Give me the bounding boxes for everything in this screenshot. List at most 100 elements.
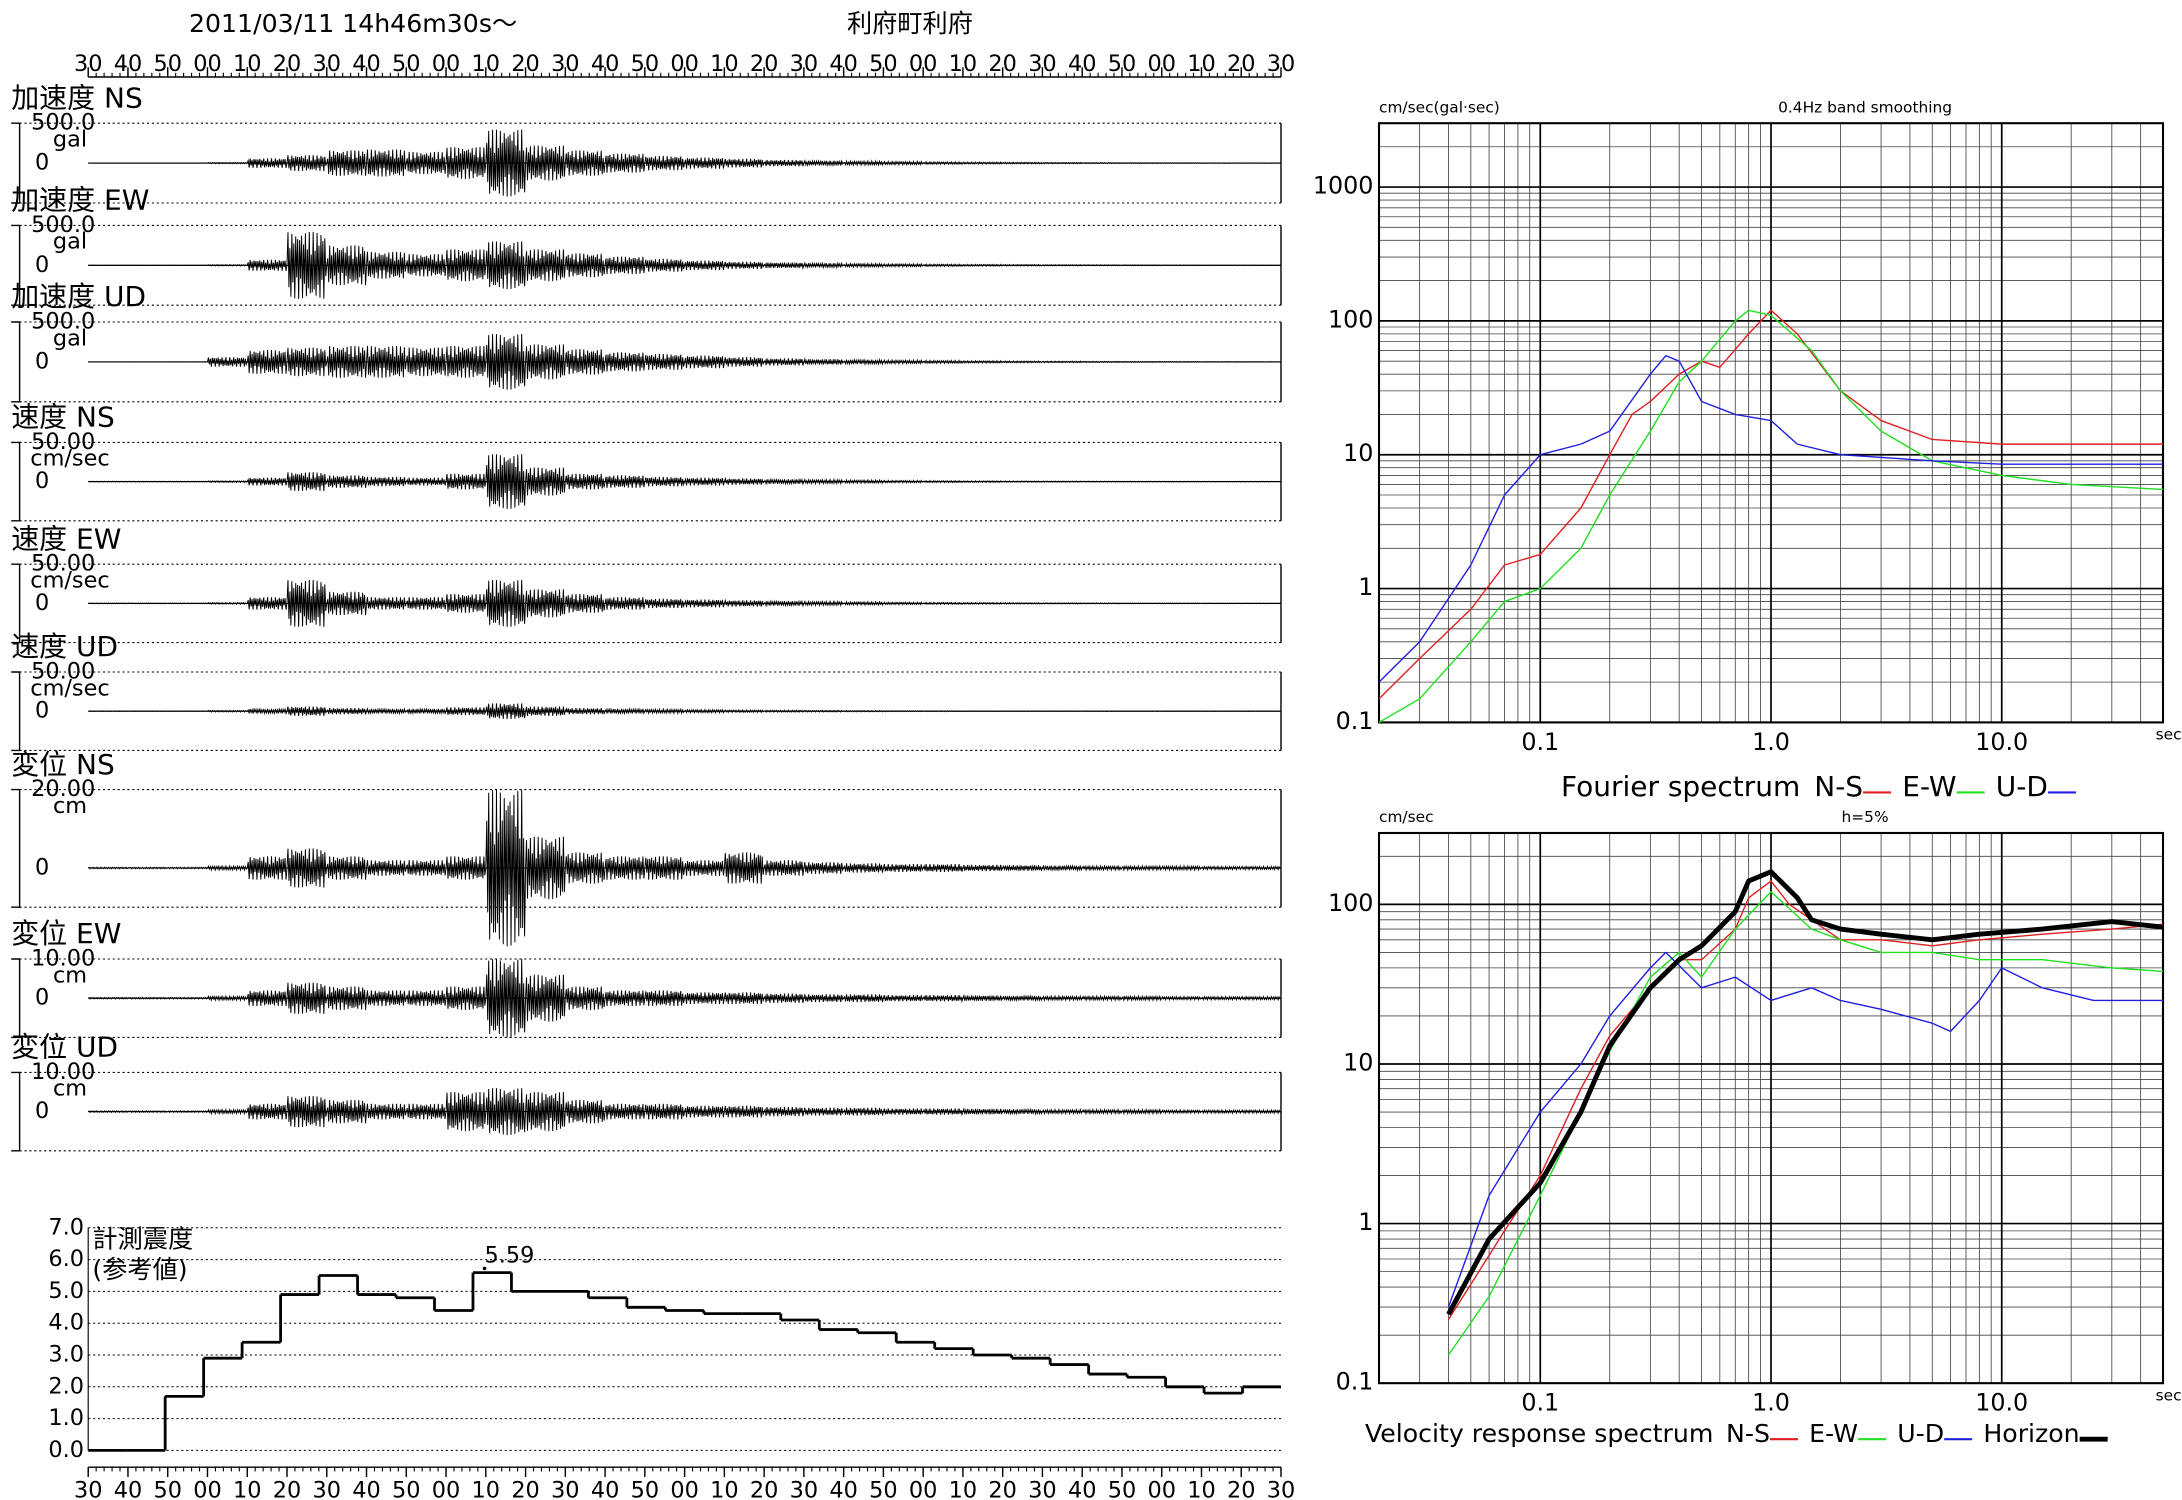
scale-label: 500.0 bbox=[31, 110, 95, 136]
time-tick-label: 40 bbox=[1068, 51, 1096, 77]
waveform-segment bbox=[684, 599, 725, 608]
scale-label: 0 bbox=[35, 1098, 49, 1124]
waveform-segment bbox=[962, 710, 1003, 713]
waveform-segment bbox=[644, 598, 686, 609]
waveform-segment bbox=[962, 601, 1003, 606]
time-tick-label: 40 bbox=[829, 51, 857, 77]
waveform-segment bbox=[684, 260, 725, 271]
spectrum-line bbox=[1378, 354, 2163, 683]
waveform-segment bbox=[723, 476, 765, 485]
waveform-segment bbox=[1121, 264, 1162, 267]
waveform-segment bbox=[1240, 1108, 1282, 1115]
legend-title: Velocity response spectrum bbox=[1365, 1419, 1713, 1448]
waveform-segment bbox=[962, 864, 1004, 872]
waveform-segment bbox=[207, 357, 248, 367]
waveform-segment bbox=[882, 358, 924, 366]
waveform-segment bbox=[167, 996, 208, 1000]
y-tick-label: 1000 bbox=[1313, 172, 1374, 200]
time-tick-label: 10 bbox=[710, 1477, 738, 1500]
waveform-segment bbox=[405, 1103, 447, 1120]
time-tick-label: 40 bbox=[1068, 1477, 1096, 1500]
y-tick-label: 10 bbox=[1343, 1048, 1373, 1076]
record-title: 2011/03/11 14h46m30s〜 bbox=[189, 9, 517, 38]
time-tick-label: 20 bbox=[750, 51, 778, 77]
waveform-segment bbox=[922, 601, 964, 606]
waveform-segment bbox=[286, 982, 328, 1014]
trace-name: 変位 EW bbox=[11, 917, 121, 950]
waveform-segment bbox=[882, 994, 924, 1002]
waveform-segment bbox=[366, 149, 407, 177]
waveform-segment bbox=[803, 158, 844, 168]
waveform-segment bbox=[803, 862, 845, 874]
time-tick-label: 30 bbox=[74, 51, 102, 77]
waveform-segment bbox=[1161, 864, 1202, 872]
waveform-segment bbox=[326, 345, 368, 378]
waveform-segment bbox=[445, 473, 487, 490]
plot-frame bbox=[1377, 831, 2165, 1385]
waveform-segment bbox=[127, 866, 168, 870]
waveform-segment bbox=[684, 1105, 725, 1118]
legend-label: E-W bbox=[1902, 770, 1956, 803]
waveform-segment bbox=[525, 974, 566, 1022]
waveform-segment bbox=[723, 1105, 765, 1118]
waveform-segment bbox=[564, 986, 606, 1010]
waveform-segment bbox=[684, 157, 725, 169]
waveform-segment bbox=[723, 992, 765, 1005]
waveform-segment bbox=[843, 709, 884, 713]
trace-bracket bbox=[11, 122, 21, 204]
waveform-segment bbox=[922, 994, 964, 1003]
waveform-segment bbox=[962, 993, 1004, 1002]
waveform-segment bbox=[564, 1099, 606, 1124]
x-tick-label: 1.0 bbox=[1752, 1389, 1790, 1417]
waveform-segment bbox=[326, 1099, 368, 1124]
waveform-segment bbox=[1121, 360, 1162, 364]
time-tick-label: 50 bbox=[1108, 1477, 1136, 1500]
waveform-segment bbox=[803, 357, 844, 366]
waveform-segment bbox=[525, 344, 566, 380]
spectrum-line bbox=[1378, 309, 2163, 700]
waveform-segment bbox=[1082, 602, 1123, 605]
waveform-segment bbox=[604, 707, 646, 716]
waveform-segment bbox=[366, 707, 407, 716]
time-tick-label: 50 bbox=[1108, 51, 1136, 77]
waveform-segment bbox=[326, 591, 368, 616]
unit-label: cm/sec(gal·sec) bbox=[1379, 98, 1500, 116]
time-tick-label: 30 bbox=[551, 1477, 579, 1500]
y-tick-label: 7.0 bbox=[48, 1214, 84, 1240]
time-tick-label: 50 bbox=[631, 51, 659, 77]
waveform-segment bbox=[485, 789, 527, 947]
waveform-segment bbox=[1002, 994, 1043, 1003]
trace-name: 加速度 UD bbox=[11, 280, 146, 313]
waveform-segment bbox=[525, 589, 566, 618]
waveform-segment bbox=[564, 707, 606, 716]
waveform-segment bbox=[485, 241, 527, 290]
time-tick-label: 20 bbox=[273, 51, 301, 77]
time-tick-label: 40 bbox=[591, 1477, 619, 1500]
time-tick-label: 00 bbox=[1147, 1477, 1175, 1500]
waveform-segment bbox=[167, 866, 208, 870]
waveform-segment bbox=[167, 602, 208, 605]
spectrum-line bbox=[1447, 880, 2164, 1321]
waveform-segment bbox=[1082, 264, 1123, 267]
x-tick-label: 1.0 bbox=[1752, 728, 1790, 756]
legend-label: Horizon bbox=[1983, 1419, 2079, 1448]
waveform-segment bbox=[1201, 995, 1242, 1002]
time-tick-label: 50 bbox=[153, 1477, 181, 1500]
trace-name: 速度 EW bbox=[11, 522, 121, 555]
waveform-segment bbox=[405, 347, 447, 377]
waveform-segment bbox=[763, 860, 805, 876]
waveform-segment bbox=[644, 258, 686, 272]
waveform-segment bbox=[405, 477, 447, 486]
waveform-segment bbox=[246, 349, 288, 374]
waveform-segment bbox=[207, 994, 248, 1002]
waveform-segment bbox=[882, 159, 924, 167]
waveform-segment bbox=[723, 261, 765, 269]
trace-bracket bbox=[11, 788, 21, 908]
waveform-segment bbox=[87, 866, 129, 870]
waveform-segment bbox=[1240, 995, 1282, 1002]
waveform-segment bbox=[723, 852, 765, 884]
legend-label: N-S bbox=[1814, 770, 1863, 803]
time-tick-label: 00 bbox=[1147, 51, 1175, 77]
waveform-segment bbox=[246, 1103, 288, 1120]
